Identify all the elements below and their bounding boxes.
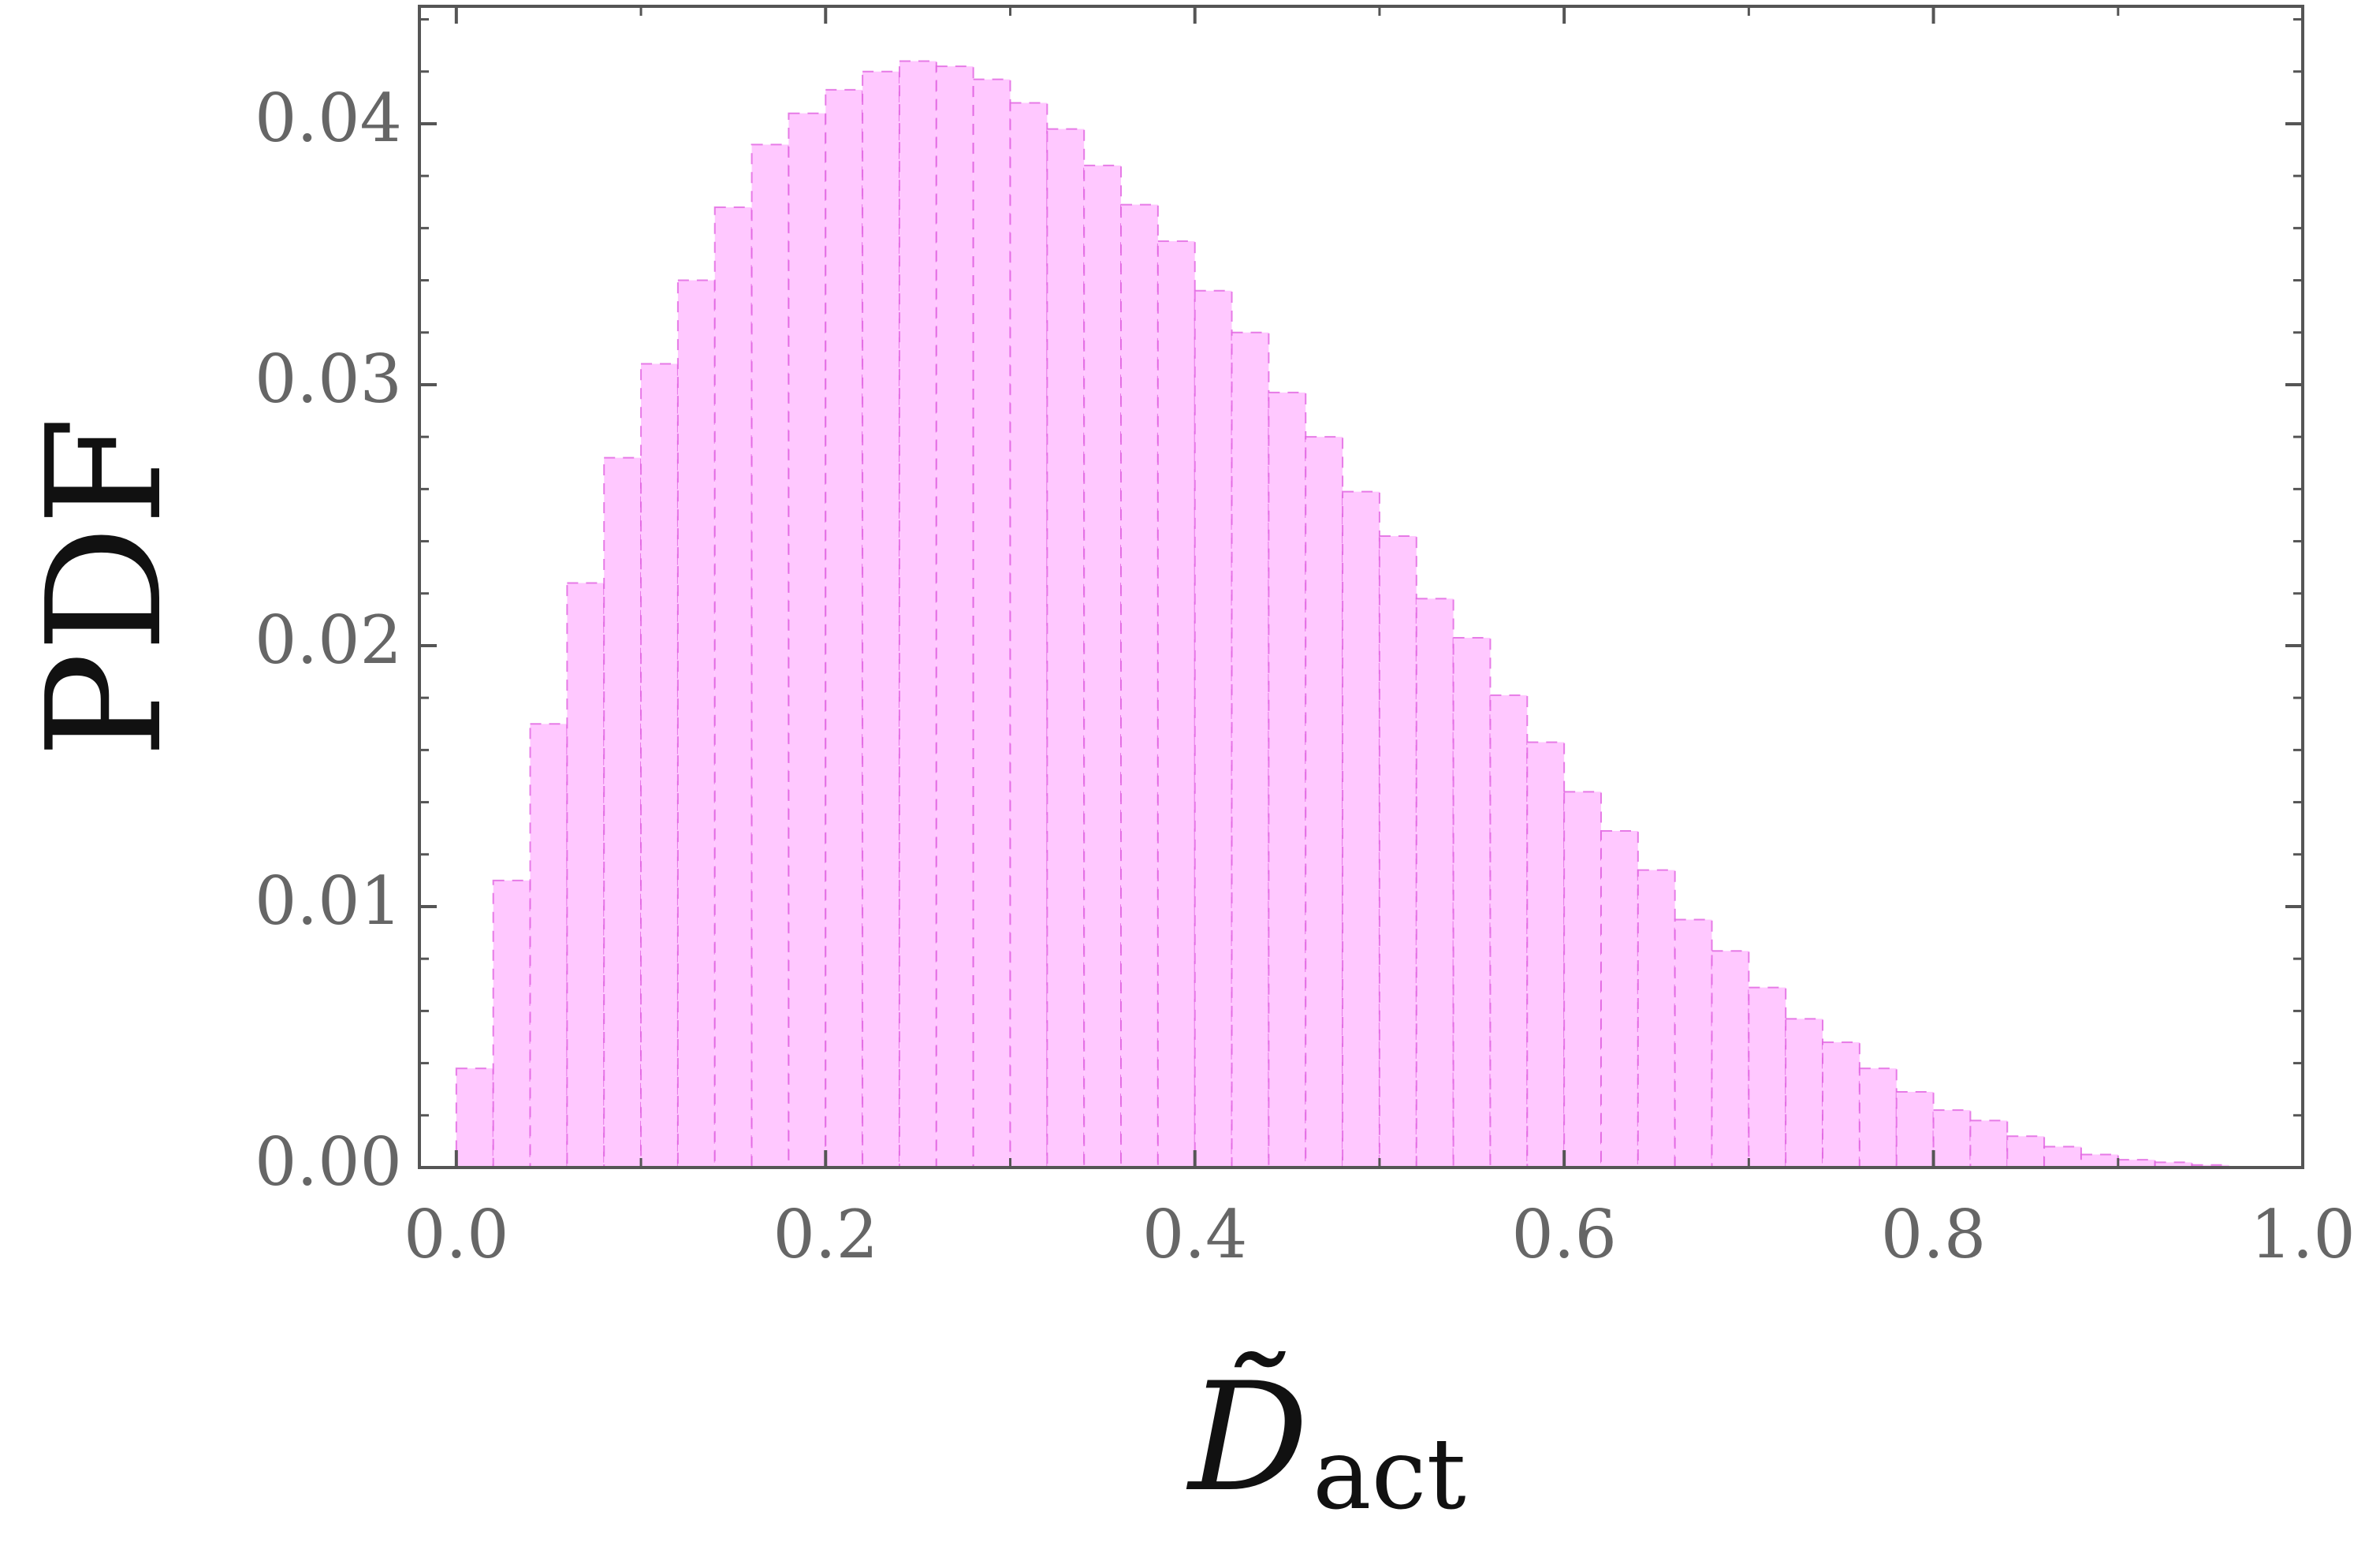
y-tick-label: 0.00 (255, 1123, 402, 1201)
bar (1526, 741, 1566, 1168)
x-tick-label: 0.0 (404, 1196, 509, 1273)
bar (1305, 436, 1344, 1168)
y-tick-label: 0.03 (255, 341, 402, 418)
bar (566, 582, 605, 1168)
bar (1858, 1067, 1898, 1168)
bar (1711, 950, 1750, 1168)
bar (1600, 829, 1639, 1168)
bar (1415, 598, 1454, 1168)
bar (603, 456, 642, 1168)
bar (713, 206, 753, 1168)
bar (1378, 534, 1417, 1168)
plot-frame (418, 5, 2304, 1169)
bar (1342, 490, 1380, 1168)
bars (455, 60, 2230, 1169)
bar (1563, 791, 1602, 1168)
bar (640, 363, 679, 1168)
bar (1009, 102, 1048, 1169)
x-axis-label: D̃ (1186, 1350, 1309, 1525)
bar (1083, 164, 1123, 1168)
bar (2080, 1153, 2119, 1169)
bar (935, 65, 974, 1169)
bar (492, 879, 531, 1169)
bar (455, 1067, 494, 1168)
bar (1748, 986, 1787, 1169)
bar (1046, 128, 1086, 1168)
bar (750, 143, 790, 1169)
axes: 0.00 0.01 0.02 0.03 0.04 0.0 0.2 0.4 0.6 0.8 1.0 (255, 5, 2356, 1273)
bar (825, 88, 864, 1169)
bar (1489, 694, 1529, 1168)
y-tick-label: 0.04 (255, 80, 402, 157)
bar (898, 60, 937, 1169)
y-tick-label: 0.02 (255, 602, 402, 679)
bar (1120, 203, 1159, 1169)
bar (862, 70, 900, 1168)
bar (676, 279, 716, 1169)
bar (1231, 331, 1270, 1168)
bar (1895, 1091, 1935, 1168)
bar (788, 112, 827, 1168)
bar (529, 723, 568, 1168)
bar (1452, 637, 1492, 1168)
bar (1156, 240, 1196, 1168)
bar (2006, 1135, 2046, 1169)
bar (2043, 1145, 2082, 1168)
bar (1194, 289, 1233, 1168)
bar (1637, 869, 1676, 1169)
bar (1822, 1041, 1860, 1169)
x-tick-label: 0.8 (1881, 1196, 1987, 1273)
x-tick-label: 0.6 (1511, 1196, 1617, 1273)
x-axis-label-subscript: act (1313, 1417, 1466, 1532)
bar (1969, 1119, 2009, 1168)
bar (1268, 391, 1307, 1169)
bar (1932, 1109, 1972, 1168)
bar (1674, 918, 1713, 1168)
bar (1785, 1018, 1824, 1169)
x-tick-label: 0.2 (773, 1196, 878, 1273)
y-axis-label: PDF (13, 416, 197, 758)
y-tick-label: 0.01 (255, 862, 402, 940)
x-tick-label: 0.4 (1142, 1196, 1248, 1273)
bar (972, 78, 1011, 1169)
x-tick-label: 1.0 (2250, 1196, 2356, 1273)
